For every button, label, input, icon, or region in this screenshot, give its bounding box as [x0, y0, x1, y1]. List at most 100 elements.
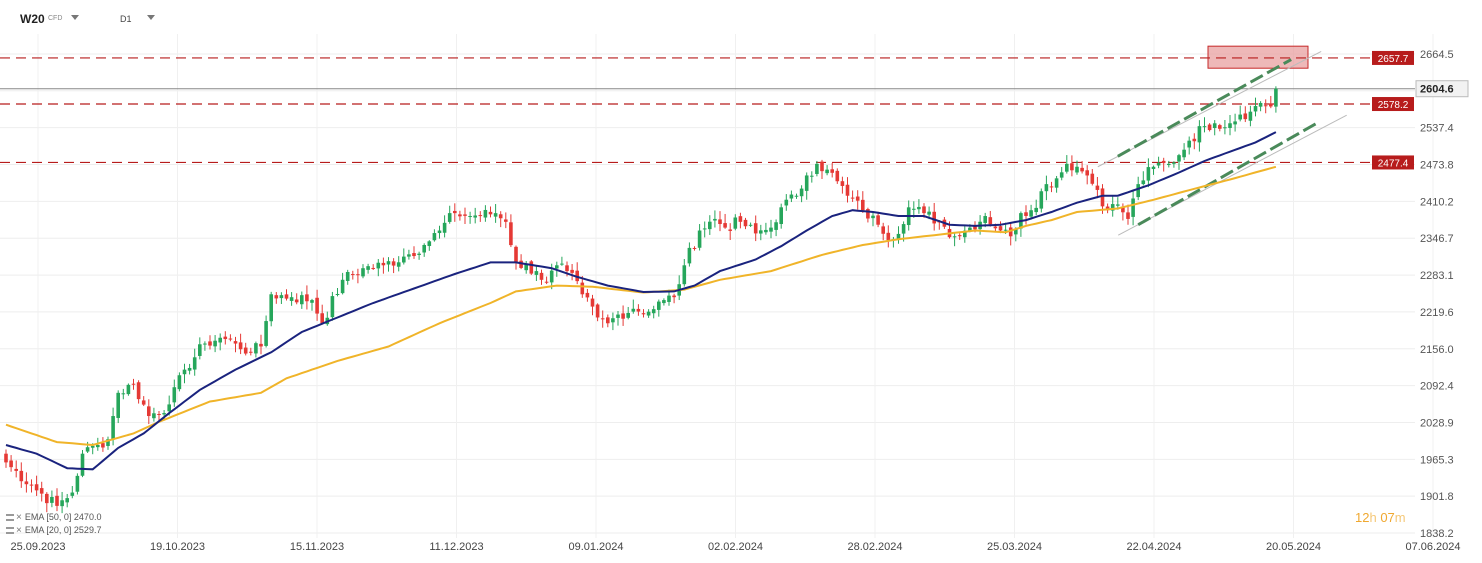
remove-indicator-icon[interactable]: × — [16, 512, 22, 523]
candle-up — [213, 340, 217, 347]
candle-up — [345, 271, 350, 281]
candle-up — [555, 265, 559, 269]
candle-down — [478, 215, 483, 217]
candle-up — [1274, 88, 1278, 107]
candle-up — [1228, 123, 1232, 128]
candle-down — [305, 294, 309, 302]
symbol-dropdown-icon[interactable] — [71, 15, 79, 20]
candle-down — [881, 226, 885, 234]
candle-up — [447, 213, 452, 222]
candle-down — [1263, 105, 1268, 107]
candle-up — [126, 384, 131, 395]
candle-down — [371, 267, 375, 269]
channel-lower-line-guide — [1117, 114, 1347, 236]
ema-50-line — [5, 165, 1277, 447]
candle-down — [738, 216, 743, 222]
indicator-settings-icon[interactable] — [6, 527, 14, 535]
candle-down — [147, 406, 151, 417]
y-tick-label: 2410.2 — [1420, 196, 1454, 208]
candle-up — [1167, 163, 1171, 166]
candle-down — [228, 338, 233, 340]
candle-down — [993, 226, 998, 229]
symbol-label[interactable]: W20 — [20, 12, 45, 26]
candle-up — [682, 265, 687, 285]
candle-up — [968, 227, 972, 231]
candle-up — [1029, 210, 1033, 217]
candle-up — [708, 221, 712, 230]
candle-up — [366, 266, 370, 270]
candle-down — [1121, 206, 1125, 213]
candle-up — [764, 229, 768, 233]
candle-up — [1014, 229, 1018, 235]
candle-up — [437, 230, 442, 234]
timeframe-dropdown-icon[interactable] — [147, 15, 155, 20]
candle-down — [381, 262, 386, 266]
candle-up — [1116, 204, 1120, 206]
candle-up — [279, 295, 284, 299]
candle-down — [835, 170, 840, 182]
candle-up — [1136, 184, 1140, 198]
candle-down — [876, 215, 880, 225]
candle-down — [131, 383, 136, 385]
candle-down — [1126, 212, 1130, 219]
candle-up — [810, 175, 814, 177]
candle-down — [294, 299, 299, 303]
candle-up — [1141, 180, 1146, 185]
candle-down — [233, 341, 238, 344]
legend-value: 2470.0 — [73, 512, 102, 522]
candle-down — [988, 217, 993, 225]
candle-up — [912, 208, 916, 210]
candle-up — [759, 230, 763, 234]
candle-up — [697, 230, 702, 248]
x-tick-label: 25.03.2024 — [987, 541, 1042, 553]
candle-up — [917, 206, 921, 210]
candle-up — [96, 445, 100, 448]
remove-indicator-icon[interactable]: × — [16, 525, 22, 536]
candle-down — [621, 313, 625, 319]
candle-down — [34, 484, 39, 491]
x-tick-label: 19.10.2023 — [150, 541, 205, 553]
candle-down — [412, 253, 416, 257]
candle-up — [468, 216, 472, 218]
candle-up — [667, 295, 671, 302]
candle-down — [4, 453, 8, 463]
candle-down — [855, 196, 860, 201]
candle-down — [519, 260, 523, 268]
timeframe-label[interactable]: D1 — [120, 14, 132, 24]
candle-down — [641, 313, 646, 315]
candle-down — [351, 274, 355, 276]
candle-down — [453, 210, 457, 214]
candle-down — [208, 341, 212, 346]
candle-up — [789, 194, 794, 199]
candle-up — [1110, 204, 1115, 211]
candle-down — [723, 223, 727, 228]
candle-up — [152, 413, 156, 419]
candle-up — [111, 416, 115, 440]
indicator-settings-icon[interactable] — [6, 514, 14, 522]
candle-up — [611, 318, 615, 323]
candle-down — [743, 219, 748, 227]
candle-down — [820, 161, 824, 172]
candle-down — [861, 199, 865, 211]
candle-down — [504, 219, 508, 222]
candle-down — [845, 184, 850, 196]
candle-up — [1146, 167, 1151, 181]
candle-down — [672, 295, 676, 298]
candle-up — [1131, 198, 1135, 217]
candle-up — [774, 222, 778, 230]
candle-down — [580, 282, 585, 295]
candle-up — [254, 343, 258, 354]
candle-up — [218, 337, 222, 343]
candle-down — [718, 219, 722, 225]
candle-up — [473, 215, 477, 218]
candle-down — [850, 197, 855, 199]
candle-up — [121, 393, 126, 395]
legend-value: 2529.7 — [73, 525, 102, 535]
candle-down — [1243, 113, 1248, 120]
y-tick-label: 2092.4 — [1420, 381, 1454, 393]
candle-down — [141, 400, 146, 405]
x-tick-label: 25.09.2023 — [10, 541, 65, 553]
candle-up — [626, 312, 630, 318]
candle-up — [422, 245, 426, 253]
